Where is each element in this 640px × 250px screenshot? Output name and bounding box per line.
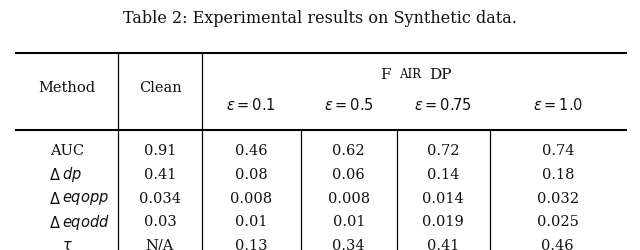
Text: $\Delta$: $\Delta$	[49, 191, 61, 207]
Text: $\Delta$: $\Delta$	[49, 167, 61, 183]
Text: DP: DP	[429, 68, 452, 82]
Text: 0.008: 0.008	[230, 192, 272, 206]
Text: 0.14: 0.14	[427, 168, 460, 182]
Text: Method: Method	[38, 80, 96, 94]
Text: 0.18: 0.18	[541, 168, 574, 182]
Text: 0.025: 0.025	[537, 216, 579, 230]
Text: 0.01: 0.01	[333, 216, 365, 230]
Text: N/A: N/A	[146, 238, 174, 250]
Text: 0.46: 0.46	[235, 144, 268, 158]
Text: 0.72: 0.72	[427, 144, 460, 158]
Text: 0.74: 0.74	[541, 144, 574, 158]
Text: 0.91: 0.91	[144, 144, 176, 158]
Text: Clean: Clean	[139, 80, 181, 94]
Text: Table 2: Experimental results on Synthetic data.: Table 2: Experimental results on Synthet…	[123, 10, 517, 27]
Text: 0.41: 0.41	[427, 238, 460, 250]
Text: 0.13: 0.13	[235, 238, 268, 250]
Text: 0.019: 0.019	[422, 216, 464, 230]
Text: 0.08: 0.08	[235, 168, 268, 182]
Text: $dp$: $dp$	[62, 166, 82, 184]
Text: $\epsilon = 0.1$: $\epsilon = 0.1$	[227, 97, 276, 113]
Text: $\epsilon = 0.5$: $\epsilon = 0.5$	[324, 97, 374, 113]
Text: 0.62: 0.62	[333, 144, 365, 158]
Text: 0.06: 0.06	[332, 168, 365, 182]
Text: AIR: AIR	[399, 68, 422, 82]
Text: 0.008: 0.008	[328, 192, 370, 206]
Text: 0.034: 0.034	[139, 192, 181, 206]
Text: 0.34: 0.34	[333, 238, 365, 250]
Text: $\Delta$: $\Delta$	[49, 214, 61, 230]
Text: AUC: AUC	[50, 144, 84, 158]
Text: $\epsilon = 1.0$: $\epsilon = 1.0$	[532, 97, 583, 113]
Text: 0.41: 0.41	[144, 168, 176, 182]
Text: F: F	[380, 68, 390, 82]
Text: $\tau$: $\tau$	[62, 238, 72, 250]
Text: 0.032: 0.032	[537, 192, 579, 206]
Text: 0.01: 0.01	[235, 216, 268, 230]
Text: $eqopp$: $eqopp$	[62, 191, 109, 207]
Text: 0.03: 0.03	[143, 216, 177, 230]
Text: 0.014: 0.014	[422, 192, 464, 206]
Text: $\epsilon = 0.75$: $\epsilon = 0.75$	[414, 97, 472, 113]
Text: $eqodd$: $eqodd$	[62, 213, 110, 232]
Text: 0.46: 0.46	[541, 238, 574, 250]
